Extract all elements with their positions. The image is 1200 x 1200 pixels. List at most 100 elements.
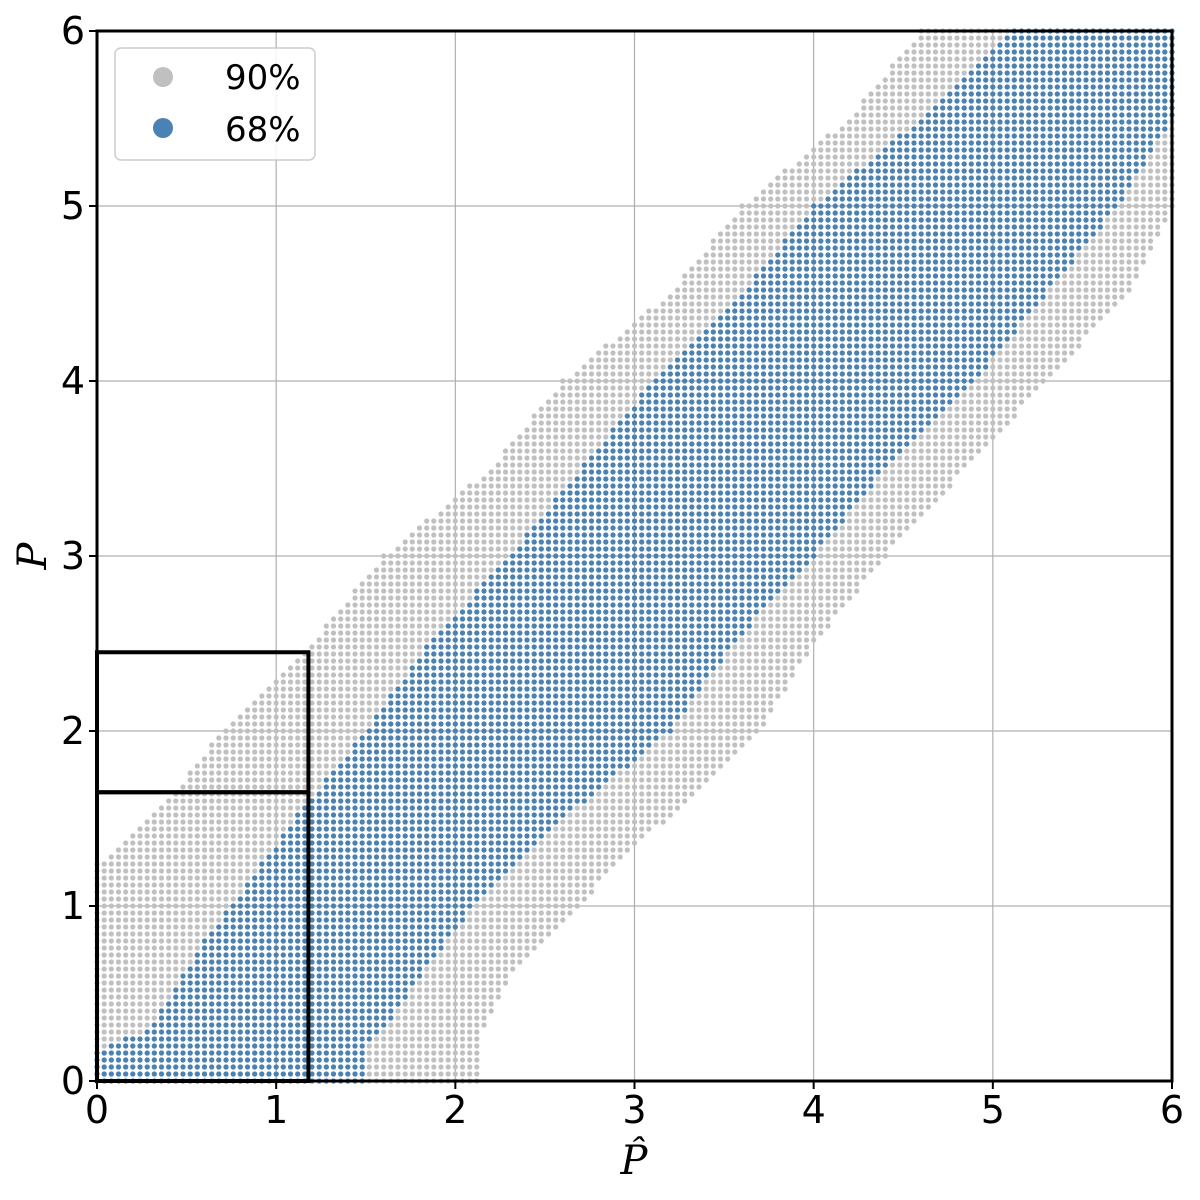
- point-90: [416, 1071, 423, 1077]
- point-90: [438, 616, 444, 622]
- point-90: [158, 903, 165, 909]
- point-90: [373, 651, 380, 657]
- point-90: [760, 616, 767, 622]
- point-90: [732, 714, 738, 720]
- point-90: [753, 658, 759, 664]
- point-90: [689, 749, 695, 755]
- point-90: [166, 889, 172, 895]
- point-90: [280, 798, 286, 804]
- point-90: [409, 1050, 415, 1056]
- point-90: [624, 812, 630, 818]
- point-90: [495, 903, 501, 909]
- point-90: [416, 1008, 423, 1014]
- point-90: [280, 686, 286, 692]
- point-90: [782, 595, 788, 601]
- point-90: [151, 868, 157, 874]
- point-90: [459, 994, 466, 1000]
- point-90: [201, 917, 208, 923]
- point-90: [194, 819, 200, 825]
- point-90: [259, 742, 265, 748]
- point-90: [244, 756, 251, 762]
- point-90: [151, 896, 157, 902]
- point-90: [588, 861, 595, 867]
- point-90: [631, 784, 638, 790]
- point-90: [316, 742, 322, 748]
- point-90: [237, 721, 243, 727]
- point-90: [603, 861, 609, 867]
- point-90: [230, 875, 236, 881]
- point-90: [452, 966, 458, 972]
- point-90: [101, 1029, 107, 1035]
- point-90: [467, 1015, 473, 1021]
- point-90: [115, 1029, 122, 1035]
- point-90: [173, 889, 179, 895]
- point-90: [531, 861, 537, 867]
- point-90: [395, 665, 401, 671]
- point-90: [108, 1036, 114, 1042]
- point-90: [581, 847, 587, 853]
- point-90: [689, 770, 695, 776]
- point-90: [732, 665, 738, 671]
- point-90: [166, 847, 172, 853]
- point-90: [510, 910, 516, 916]
- point-90: [639, 812, 645, 818]
- point-90: [266, 742, 272, 748]
- point-90: [717, 679, 724, 685]
- point-90: [151, 980, 157, 986]
- point-90: [108, 1029, 114, 1035]
- point-90: [338, 721, 344, 727]
- point-90: [366, 602, 372, 608]
- point-90: [488, 917, 494, 923]
- point-90: [402, 588, 408, 594]
- point-90: [115, 924, 122, 930]
- point-90: [295, 777, 301, 783]
- point-90: [631, 812, 638, 818]
- point-90: [674, 777, 681, 783]
- point-90: [352, 609, 358, 615]
- point-90: [187, 931, 193, 937]
- point-90: [309, 644, 315, 650]
- point-90: [295, 707, 301, 713]
- point-90: [180, 924, 186, 930]
- point-90: [660, 735, 666, 741]
- point-90: [352, 637, 358, 643]
- point-90: [166, 987, 172, 993]
- point-90: [137, 1022, 143, 1028]
- point-90: [459, 966, 466, 972]
- point-90: [359, 693, 365, 699]
- point-90: [101, 966, 107, 972]
- point-90: [445, 588, 451, 594]
- point-90: [123, 966, 129, 972]
- point-90: [545, 840, 552, 846]
- point-90: [703, 735, 709, 741]
- point-90: [803, 630, 810, 636]
- point-90: [660, 819, 666, 825]
- point-90: [166, 973, 172, 979]
- point-90: [416, 1050, 423, 1056]
- point-90: [739, 735, 745, 741]
- point-90: [452, 973, 458, 979]
- point-90: [682, 791, 688, 797]
- point-90: [187, 889, 193, 895]
- point-90: [717, 749, 724, 755]
- point-90: [409, 560, 415, 566]
- point-90: [101, 1022, 107, 1028]
- point-90: [531, 882, 537, 888]
- point-90: [574, 875, 580, 881]
- point-90: [388, 1043, 394, 1049]
- point-90: [130, 945, 136, 951]
- point-90: [345, 658, 351, 664]
- point-90: [330, 644, 337, 650]
- point-90: [280, 679, 286, 685]
- point-90: [653, 791, 659, 797]
- point-90: [510, 938, 516, 944]
- point-90: [130, 882, 136, 888]
- point-90: [352, 700, 358, 706]
- point-90: [216, 749, 222, 755]
- point-90: [474, 1043, 480, 1049]
- point-90: [194, 931, 200, 937]
- point-90: [259, 784, 265, 790]
- point-90: [287, 672, 294, 678]
- point-90: [467, 987, 473, 993]
- point-90: [280, 756, 286, 762]
